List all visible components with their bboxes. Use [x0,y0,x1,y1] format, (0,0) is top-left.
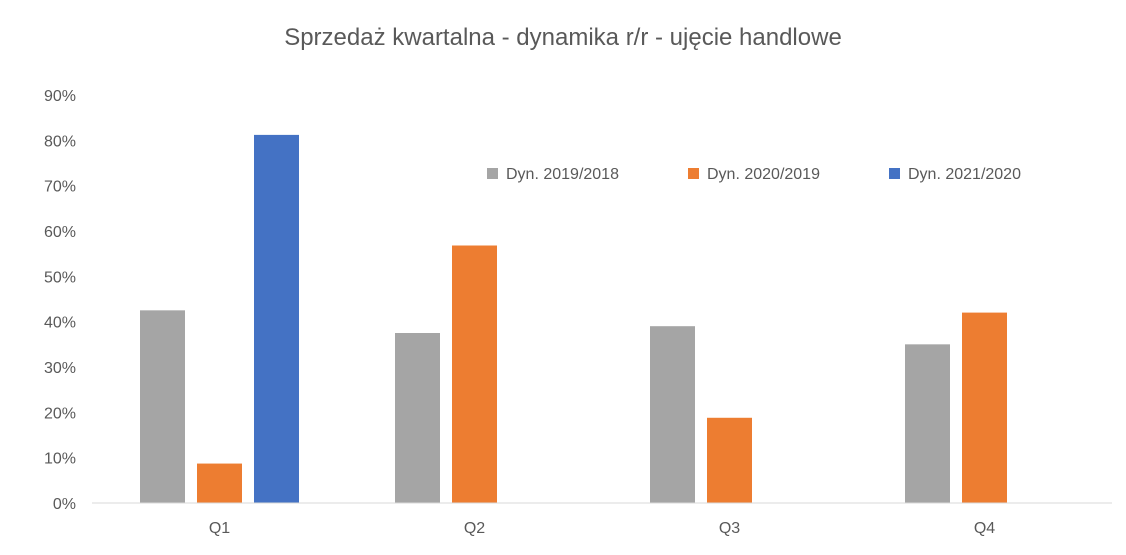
legend-swatch [688,168,699,179]
y-tick-label: 60% [44,224,76,241]
y-tick-label: 90% [44,88,76,105]
y-tick-label: 30% [44,360,76,377]
legend-label: Dyn. 2020/2019 [707,166,820,183]
bar-q2-series-1 [395,333,440,503]
y-tick-label: 80% [44,133,76,150]
bar-q1-series-2 [197,463,242,503]
legend-label: Dyn. 2021/2020 [908,166,1021,183]
x-axis-labels: Q1 Q2 Q3 Q4 [209,520,995,537]
bar-q4-series-2 [962,312,1007,503]
bar-q3-series-1 [650,326,695,503]
bars [140,134,1007,504]
legend-label: Dyn. 2019/2018 [506,166,619,183]
y-tick-label: 70% [44,179,76,196]
bar-q4-series-1 [905,344,950,503]
legend: Dyn. 2019/2018 Dyn. 2020/2019 Dyn. 2021/20… [487,166,1021,183]
bar-q3-series-2 [707,417,752,503]
x-tick-label: Q4 [974,520,995,537]
y-tick-label: 10% [44,451,76,468]
y-tick-label: 0% [53,496,76,513]
y-tick-label: 40% [44,315,76,332]
legend-swatch [487,168,498,179]
legend-swatch [889,168,900,179]
y-tick-label: 20% [44,405,76,422]
y-tick-label: 50% [44,269,76,286]
x-tick-label: Q2 [464,520,485,537]
bar-q2-series-2 [452,245,497,504]
x-tick-label: Q3 [719,520,740,537]
x-tick-label: Q1 [209,520,230,537]
y-axis-labels: 0% 10% 20% 30% 40% 50% 60% 70% 80% 90% [44,88,76,513]
chart-title: Sprzedaż kwartalna - dynamika r/r - ujęc… [284,24,842,51]
bar-q1-series-1 [140,310,185,503]
bar-q1-series-3 [254,134,299,504]
